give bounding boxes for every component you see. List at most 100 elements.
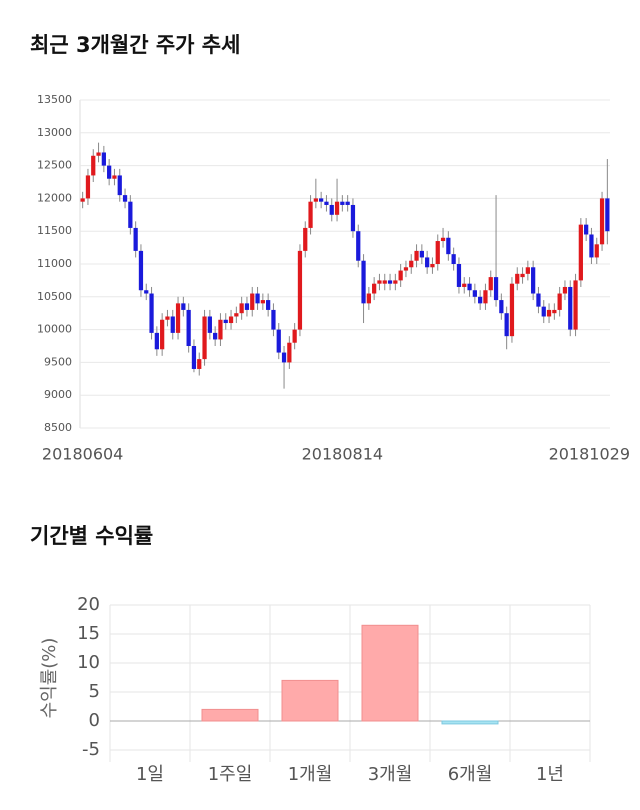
candle-body	[112, 175, 117, 179]
candle-body	[377, 280, 382, 284]
bar	[201, 708, 259, 722]
candle-body	[213, 332, 218, 340]
candle-body	[419, 250, 424, 258]
candle-body	[234, 313, 239, 317]
candle-body	[403, 267, 409, 271]
candle-body	[281, 352, 287, 363]
x-tick-label: 1주일	[208, 764, 253, 785]
y-tick-label: 0	[89, 710, 100, 731]
candle-body	[239, 303, 244, 314]
candle-body	[366, 293, 371, 304]
y-tick-label: 8500	[44, 421, 72, 434]
candle-body	[546, 309, 552, 317]
candle-body	[80, 198, 85, 202]
y-tick-label: 11500	[37, 224, 72, 237]
candle-body	[446, 237, 451, 255]
y-tick-label: 10500	[37, 290, 72, 303]
y-tick-label: 13000	[37, 126, 72, 139]
candle-body	[202, 316, 207, 360]
candle-body	[228, 316, 234, 324]
candle-body	[266, 300, 271, 310]
candle-body	[472, 290, 477, 297]
candle-body	[589, 234, 594, 258]
candle-body	[96, 152, 101, 156]
x-tick-label: 20180814	[302, 445, 383, 464]
candle-body	[250, 293, 255, 310]
candle-body	[467, 283, 472, 291]
candle-body	[308, 201, 313, 228]
candle-body	[525, 267, 530, 274]
candle-body	[568, 286, 573, 330]
y-tick-label: 10000	[37, 323, 72, 336]
candle-body	[599, 198, 605, 245]
candle-body	[303, 227, 308, 251]
candle-body	[387, 280, 393, 284]
candle-body	[197, 359, 202, 369]
candle-body	[361, 260, 366, 304]
bar	[441, 720, 499, 725]
candle-body	[393, 280, 398, 284]
x-tick-label: 1개월	[288, 764, 333, 785]
candle-body	[319, 198, 324, 202]
y-tick-label: 9500	[44, 355, 72, 368]
candle-body	[144, 290, 149, 294]
y-tick-label: 20	[77, 594, 100, 615]
candle-body	[313, 198, 318, 202]
candle-body	[260, 300, 265, 304]
candle-body	[430, 264, 435, 268]
bar	[361, 624, 419, 722]
candle-body	[186, 309, 191, 346]
candle-body	[409, 260, 414, 268]
y-tick-label: 13500	[37, 93, 72, 106]
candle-body	[276, 329, 281, 353]
candle-body	[440, 237, 446, 242]
candle-body	[515, 273, 520, 284]
candle-body	[340, 201, 345, 205]
candle-body	[552, 309, 557, 314]
candle-body	[170, 316, 175, 333]
candle-body	[435, 241, 440, 264]
candle-body	[541, 306, 546, 317]
candle-body	[91, 155, 96, 176]
candle-body	[165, 316, 170, 320]
chart-title: 기간별 수익률	[30, 524, 153, 548]
candle-body	[287, 342, 292, 363]
candle-body	[160, 319, 165, 350]
candle-body	[350, 204, 356, 232]
candle-body	[584, 224, 589, 235]
candle-body	[117, 175, 122, 196]
y-tick-label: 11000	[37, 257, 72, 270]
candle-body	[255, 293, 260, 304]
candle-body	[356, 231, 361, 261]
candle-body	[414, 250, 419, 261]
candle-body	[425, 257, 430, 268]
candle-body	[594, 244, 599, 258]
candle-body	[493, 277, 499, 301]
candle-body	[488, 277, 493, 291]
candle-body	[520, 273, 525, 278]
candle-body	[107, 165, 112, 179]
candle-body	[382, 280, 387, 284]
candle-body	[531, 267, 536, 294]
candle-body	[483, 290, 488, 304]
candle-body	[324, 201, 329, 205]
candle-body	[345, 201, 350, 205]
candle-body	[297, 250, 303, 330]
candle-body	[181, 303, 186, 310]
candle-body	[191, 346, 197, 369]
candle-body	[128, 201, 133, 228]
candle-body	[605, 198, 610, 232]
candle-body	[334, 201, 340, 215]
candle-body	[154, 332, 159, 350]
y-axis-label: 수익률(%)	[39, 638, 60, 719]
y-tick-label: 15	[77, 623, 100, 644]
candle-body	[101, 152, 106, 166]
candle-body	[562, 286, 568, 294]
candle-body	[499, 300, 504, 314]
candle-body	[244, 303, 250, 310]
candle-body	[133, 227, 138, 251]
candle-body	[292, 329, 297, 343]
y-tick-label: 5	[89, 681, 100, 702]
bar	[281, 679, 339, 722]
